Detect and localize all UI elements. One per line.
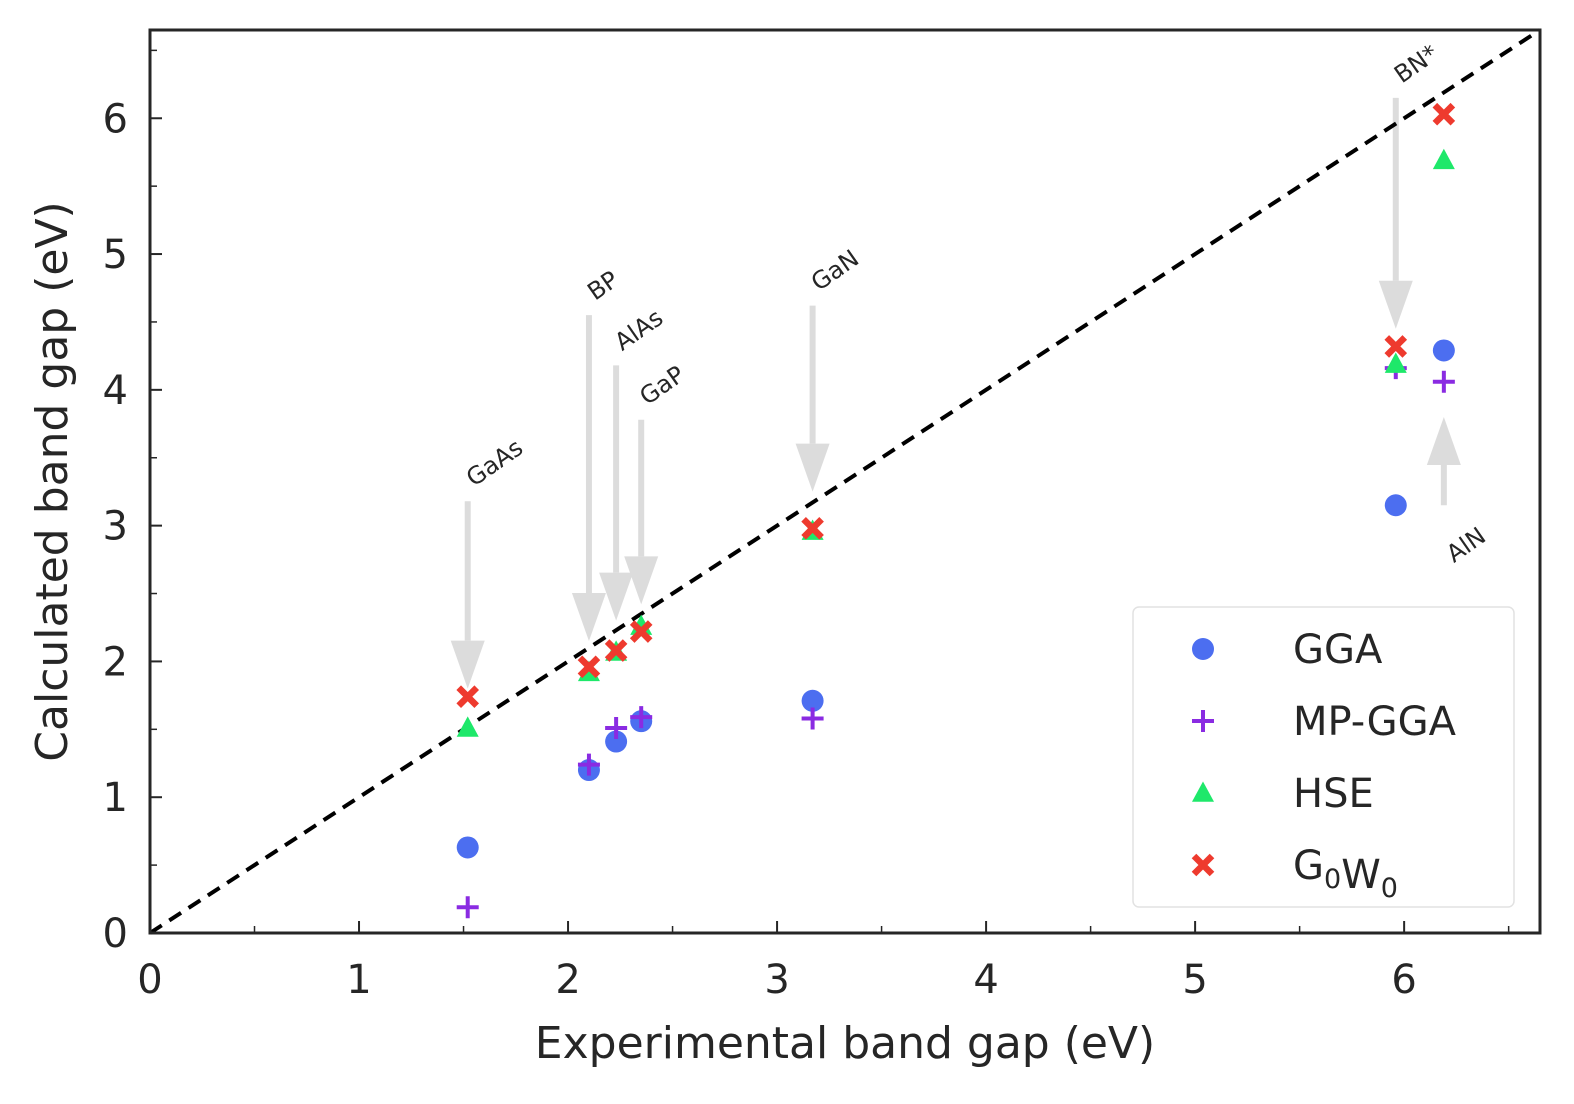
legend-label: G0W0 xyxy=(1293,843,1398,904)
data-point xyxy=(605,730,628,753)
data-points xyxy=(456,102,1456,919)
series-g0w0 xyxy=(456,102,1456,709)
data-point xyxy=(1384,352,1407,373)
data-point xyxy=(801,707,824,730)
data-point-cross xyxy=(604,639,628,662)
parity-reference-line xyxy=(148,28,1542,935)
y-tick-label: 2 xyxy=(103,639,128,685)
data-point xyxy=(456,685,480,709)
y-axis-label: Calculated band gap (eV) xyxy=(27,201,78,761)
annotation-arrow-head xyxy=(571,593,606,642)
data-point xyxy=(577,753,600,776)
annotation-arrow-head xyxy=(1426,417,1461,465)
plot-frame xyxy=(148,28,1542,935)
x-tick-label: 0 xyxy=(137,957,162,1003)
annotation-label: AlAs xyxy=(610,304,669,357)
y-tick-label: 4 xyxy=(103,368,128,414)
x-tick-label: 6 xyxy=(1391,957,1416,1003)
data-point xyxy=(1432,148,1455,170)
axes: 0 1 2 3 4 5 6 0 1 2 3 4 5 6 xyxy=(103,49,1510,1003)
data-point xyxy=(1432,102,1456,126)
data-point xyxy=(456,716,479,737)
legend-label-subscript: 0 xyxy=(1381,873,1398,904)
y-tick-label: 6 xyxy=(103,96,128,142)
legend-label-part: G xyxy=(1293,843,1324,889)
data-point-cross xyxy=(1432,102,1456,126)
legend-marker xyxy=(1192,710,1214,732)
data-point xyxy=(456,836,479,859)
x-tick-label: 5 xyxy=(1182,957,1207,1003)
annotation-arrow-head xyxy=(599,572,634,621)
x-axis-label: Experimental band gap (eV) xyxy=(535,1018,1155,1069)
data-point xyxy=(1384,494,1407,517)
y-tick-label: 5 xyxy=(103,232,128,278)
annotation-label: AlN xyxy=(1441,522,1491,568)
x-tick-label: 1 xyxy=(346,957,371,1003)
data-point-cross xyxy=(629,620,653,643)
data-point-cross xyxy=(577,655,601,679)
y-tick-label: 1 xyxy=(103,775,128,821)
data-point xyxy=(1384,335,1408,358)
annotation-label: GaP xyxy=(635,360,690,410)
data-point xyxy=(630,706,653,729)
x-tick-label: 2 xyxy=(555,957,580,1003)
legend-label: HSE xyxy=(1293,771,1374,817)
legend-label: GGA xyxy=(1293,627,1383,673)
annotation-arrow-head xyxy=(795,443,830,492)
y-tick-label: 0 xyxy=(103,911,128,957)
data-point-cross xyxy=(801,517,824,540)
legend-label-subscript: 0 xyxy=(1324,864,1341,895)
x-tick-label: 3 xyxy=(764,957,789,1003)
y-tick-label: 3 xyxy=(103,504,128,550)
legend-marker xyxy=(1192,638,1214,660)
annotation-arrow-head xyxy=(1378,280,1413,329)
legend-label: MP-GGA xyxy=(1293,699,1457,745)
annotation-label: BN* xyxy=(1389,39,1443,89)
legend-marker xyxy=(1191,853,1215,877)
data-point xyxy=(1432,339,1455,362)
data-point-cross xyxy=(1384,335,1408,358)
legend-label-part: W xyxy=(1341,852,1381,898)
data-point-cross xyxy=(456,685,480,709)
annotation-arrow-head xyxy=(624,556,659,605)
legend-box xyxy=(1132,606,1515,908)
x-tick-label: 4 xyxy=(973,957,998,1003)
data-point xyxy=(801,689,824,712)
data-point xyxy=(629,620,653,643)
data-point xyxy=(605,716,628,739)
annotation-label: GaAs xyxy=(461,433,528,492)
annotation-label: GaN xyxy=(806,244,864,296)
data-point xyxy=(801,517,824,540)
legend-marker-cross xyxy=(1191,853,1215,877)
annotation-label: BP xyxy=(582,265,623,306)
data-point xyxy=(1432,370,1455,393)
data-point xyxy=(577,655,601,679)
series-gga xyxy=(456,339,1455,859)
data-point xyxy=(456,896,479,919)
annotation-arrow-head xyxy=(450,640,485,689)
data-point xyxy=(604,639,628,662)
legend-marker xyxy=(1192,781,1214,802)
